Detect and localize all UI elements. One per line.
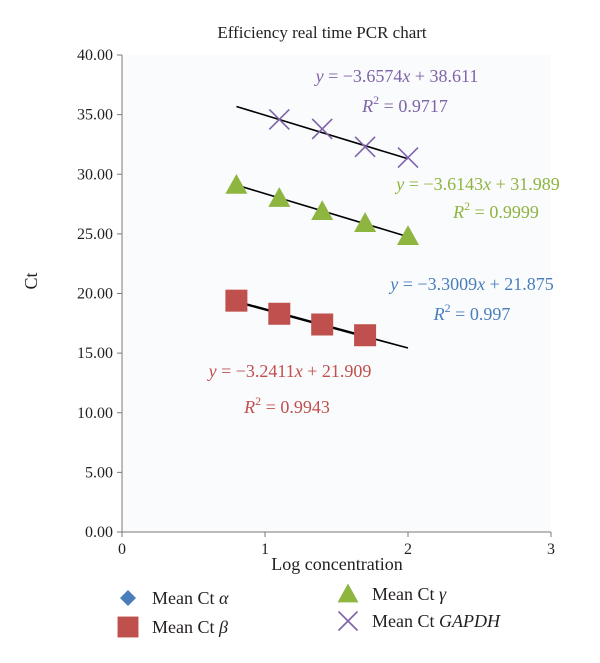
y-tick-label: 0.00 bbox=[85, 524, 113, 541]
legend-item-series-1: Mean Ct α bbox=[120, 588, 229, 608]
y-tick-label: 10.00 bbox=[77, 405, 113, 422]
plot-background bbox=[122, 55, 551, 532]
eq-coef: = −3.2411 bbox=[217, 361, 295, 381]
x-marker-stroke bbox=[354, 136, 376, 158]
x-axis-label: Log concentration bbox=[271, 554, 402, 574]
data-point-series-4 bbox=[268, 108, 290, 130]
r2-series-1: R2 = 0.997 bbox=[433, 301, 511, 324]
x-tick-label: 3 bbox=[547, 541, 555, 558]
eq-var: x bbox=[476, 274, 485, 294]
data-markers bbox=[225, 108, 419, 347]
legend-label: Mean Ct γ bbox=[372, 584, 447, 604]
x-marker-stroke bbox=[397, 146, 419, 169]
legend-label: Mean Ct GAPDH bbox=[372, 611, 501, 631]
legend-prefix: Mean Ct bbox=[152, 617, 219, 637]
data-point-series-3 bbox=[225, 173, 248, 194]
data-point-series-3 bbox=[397, 225, 419, 246]
x-marker-stroke bbox=[311, 118, 333, 140]
eq-y: y bbox=[388, 274, 398, 294]
r2-value: = 0.9943 bbox=[261, 397, 330, 417]
r2-value: = 0.9999 bbox=[470, 202, 539, 222]
data-point-series-4 bbox=[311, 118, 333, 140]
equation-series-1: y = −3.3009x + 21.875 bbox=[388, 274, 553, 294]
legend-label: Mean Ct β bbox=[152, 617, 228, 637]
r2-series-3: R2 = 0.9999 bbox=[452, 199, 539, 222]
r2-exp: 2 bbox=[464, 199, 470, 213]
y-tick-label: 15.00 bbox=[77, 345, 113, 362]
data-point-series-3 bbox=[311, 200, 334, 221]
equation-series-4: y = −3.6574x + 38.611 bbox=[314, 66, 479, 86]
trendline-overlay bbox=[236, 300, 366, 338]
legend-prefix: Mean Ct bbox=[372, 611, 439, 631]
equation-series-3: y = −3.6143x + 31.989 bbox=[394, 174, 559, 194]
legend-symbol: β bbox=[218, 617, 228, 637]
data-point-series-2 bbox=[225, 289, 248, 312]
eq-intercept: + 21.875 bbox=[485, 274, 554, 294]
eq-var: x bbox=[294, 361, 303, 381]
y-tick-label: 5.00 bbox=[85, 464, 113, 481]
r2-value: = 0.9717 bbox=[379, 96, 448, 116]
plot-area bbox=[122, 55, 551, 532]
legend-symbol: α bbox=[219, 588, 229, 608]
legend-symbol: GAPDH bbox=[439, 611, 501, 631]
r2-base: R bbox=[243, 397, 255, 417]
y-tick-label: 30.00 bbox=[77, 166, 113, 183]
legend-item-series-3: Mean Ct γ bbox=[337, 583, 447, 604]
data-point-series-3 bbox=[354, 212, 377, 232]
data-point-series-2 bbox=[311, 313, 334, 336]
x-marker-stroke bbox=[337, 610, 359, 632]
legend-marker bbox=[117, 616, 139, 638]
r2-series-4: R2 = 0.9717 bbox=[361, 93, 448, 116]
eq-y: y bbox=[207, 361, 217, 381]
legend-marker bbox=[337, 583, 359, 603]
y-tick-label: 20.00 bbox=[77, 286, 113, 303]
eq-coef: = −3.6574 bbox=[324, 66, 403, 86]
eq-intercept: + 31.989 bbox=[491, 174, 560, 194]
eq-var: x bbox=[482, 174, 491, 194]
legend-label: Mean Ct α bbox=[152, 588, 229, 608]
legend-symbol: γ bbox=[439, 584, 447, 604]
legend-marker bbox=[337, 610, 359, 632]
legend-prefix: Mean Ct bbox=[152, 588, 219, 608]
data-point-series-4 bbox=[397, 146, 419, 169]
x-marker-stroke bbox=[268, 108, 290, 130]
data-point-series-2 bbox=[268, 302, 291, 325]
eq-coef: = −3.3009 bbox=[398, 274, 477, 294]
data-point-series-4 bbox=[354, 136, 376, 158]
r2-exp: 2 bbox=[445, 301, 451, 315]
legend-item-series-4: Mean Ct GAPDH bbox=[337, 610, 501, 632]
r2-exp: 2 bbox=[373, 93, 379, 107]
y-tick-label: 40.00 bbox=[77, 47, 113, 64]
r2-base: R bbox=[452, 202, 464, 222]
eq-y: y bbox=[394, 174, 404, 194]
r2-base: R bbox=[433, 304, 445, 324]
data-point-series-2 bbox=[354, 324, 377, 347]
r2-exp: 2 bbox=[255, 394, 261, 408]
x-tick-label: 1 bbox=[261, 541, 269, 558]
r2-value: = 0.997 bbox=[451, 304, 511, 324]
y-tick-label: 35.00 bbox=[77, 107, 113, 124]
legend-item-series-2: Mean Ct β bbox=[117, 616, 228, 638]
y-axis-label: Ct bbox=[21, 272, 41, 289]
x-tick-label: 0 bbox=[118, 541, 126, 558]
equation-series-2: y = −3.2411x + 21.909 bbox=[207, 361, 372, 381]
legend-prefix: Mean Ct bbox=[372, 584, 439, 604]
eq-intercept: + 38.611 bbox=[410, 66, 478, 86]
eq-y: y bbox=[314, 66, 324, 86]
y-tick-label: 25.00 bbox=[77, 226, 113, 243]
eq-coef: = −3.6143 bbox=[404, 174, 483, 194]
axes: 0.00 5.00 10.00 15.00 20.00 25.00 30.00 35.00 40… bbox=[77, 47, 555, 558]
r2-base: R bbox=[361, 96, 373, 116]
legend-marker bbox=[120, 590, 136, 606]
trendline-series-4 bbox=[236, 105, 409, 160]
data-point-series-3 bbox=[268, 187, 291, 207]
chart-title: Efficiency real time PCR chart bbox=[217, 23, 427, 42]
eq-var: x bbox=[401, 66, 410, 86]
r2-series-2: R2 = 0.9943 bbox=[243, 394, 330, 417]
eq-intercept: + 21.909 bbox=[303, 361, 372, 381]
x-tick-label: 2 bbox=[404, 541, 412, 558]
